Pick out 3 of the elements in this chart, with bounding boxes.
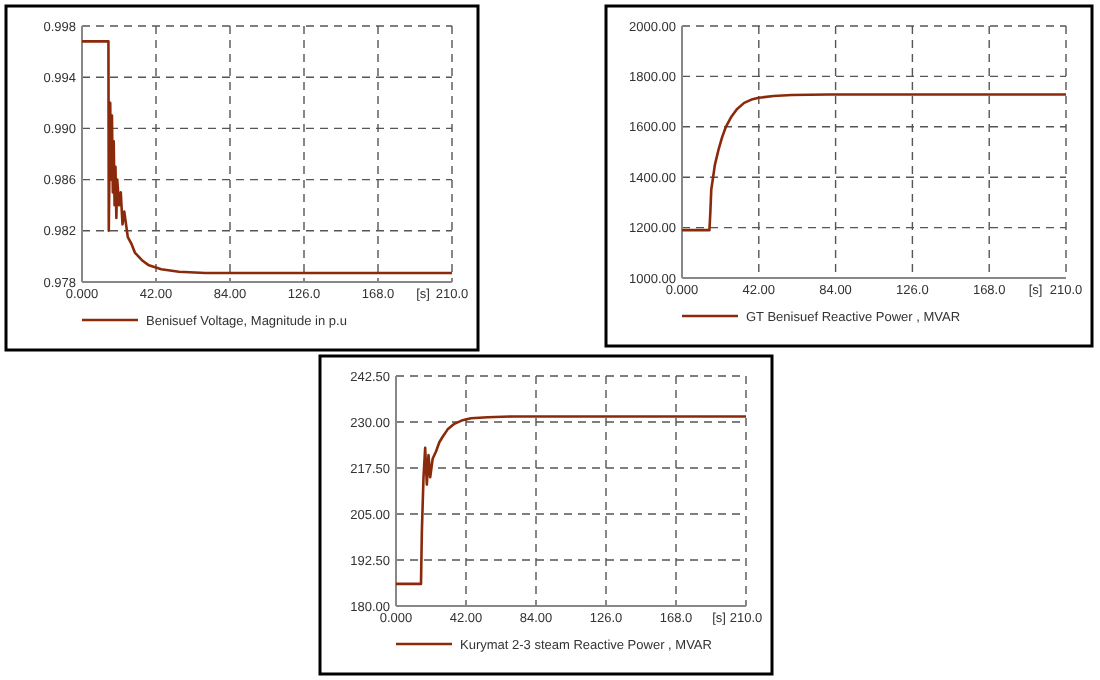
line-series [394, 415, 748, 586]
line-series [680, 93, 1068, 232]
line-series [80, 40, 454, 275]
